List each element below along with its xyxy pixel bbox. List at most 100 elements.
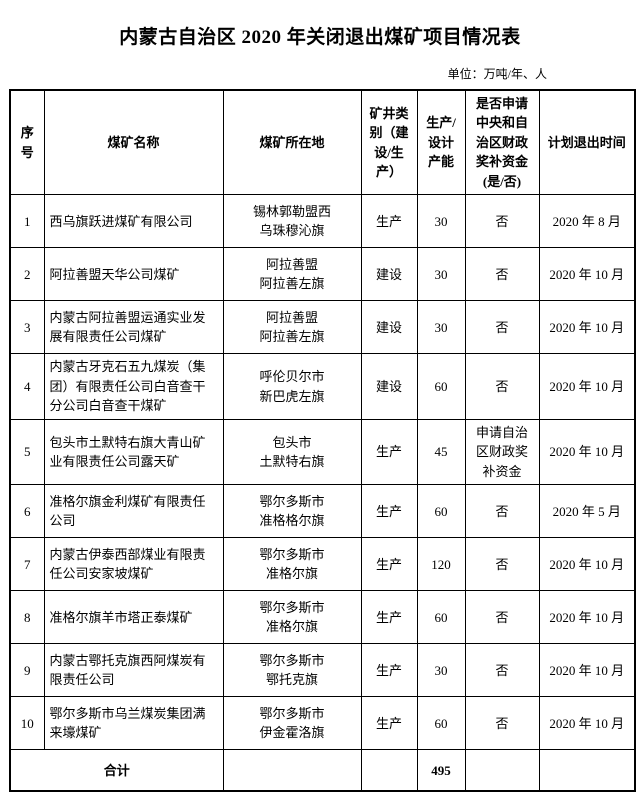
cell-subsidy: 申请自治 区财政奖 补资金 — [464, 418, 540, 486]
cell-location: 鄂尔多斯市 准格尔旗 — [222, 590, 362, 645]
cell-capacity: 30 — [416, 194, 466, 249]
cell-category: 生产 — [360, 590, 418, 645]
cell-capacity: 60 — [416, 484, 466, 539]
cell-name: 阿拉善盟天华公司煤矿 — [43, 247, 224, 302]
column-header-subsidy: 是否申请 中央和自 治区财政 奖补资金 (是/否) — [464, 89, 540, 196]
total-cell-capacity: 495 — [416, 749, 466, 792]
cell-category: 建设 — [360, 300, 418, 355]
cell-capacity: 30 — [416, 247, 466, 302]
table-row: 7 内蒙古伊泰西部煤业有限责任公司安家坡煤矿 鄂尔多斯市 准格尔旗 生产 120 否 202… — [9, 537, 636, 592]
total-cell-location — [222, 749, 362, 792]
cell-subsidy: 否 — [464, 537, 540, 592]
unit-note: 单位：万吨/年、人 — [447, 66, 547, 81]
total-cell-category — [360, 749, 418, 792]
cell-index: 9 — [9, 643, 45, 698]
cell-name: 内蒙古鄂托克旗西阿煤炭有限责任公司 — [43, 643, 224, 698]
total-row: 合计 495 — [9, 749, 636, 792]
cell-name: 包头市土默特右旗大青山矿业有限责任公司露天矿 — [43, 418, 224, 486]
total-label: 合计 — [9, 749, 224, 792]
cell-name: 内蒙古牙克石五九煤炭（集团）有限责任公司白音查干分公司白音查干煤矿 — [43, 353, 224, 420]
cell-index: 3 — [9, 300, 45, 355]
cell-location: 呼伦贝尔市 新巴虎左旗 — [222, 353, 362, 420]
total-cell-exit_time — [538, 749, 636, 792]
cell-index: 8 — [9, 590, 45, 645]
table-row: 6 准格尔旗金利煤矿有限责任公司 鄂尔多斯市 准格格尔旗 生产 60 否 2020 年 5 … — [9, 484, 636, 539]
cell-subsidy: 否 — [464, 643, 540, 698]
cell-name: 鄂尔多斯市乌兰煤炭集团满来壕煤矿 — [43, 696, 224, 751]
page-title: 内蒙古自治区 2020 年关闭退出煤矿项目情况表 — [119, 27, 521, 48]
cell-name: 西乌旗跃进煤矿有限公司 — [43, 194, 224, 249]
cell-capacity: 120 — [416, 537, 466, 592]
column-header-exit_time: 计划退出时间 — [538, 89, 636, 196]
cell-location: 包头市 土默特右旗 — [222, 418, 362, 486]
cell-index: 5 — [9, 418, 45, 486]
total-cell-subsidy — [464, 749, 540, 792]
cell-exit_time: 2020 年 10 月 — [538, 353, 636, 420]
cell-location: 鄂尔多斯市 伊金霍洛旗 — [222, 696, 362, 751]
coal-mine-table: 序号 煤矿名称 煤矿所在地 矿井类 别（建 设/生 产） 生产/ 设计 产能 是否申请 中… — [9, 88, 636, 792]
cell-exit_time: 2020 年 10 月 — [538, 643, 636, 698]
cell-capacity: 60 — [416, 590, 466, 645]
cell-subsidy: 否 — [464, 300, 540, 355]
cell-location: 阿拉善盟 阿拉善左旗 — [222, 300, 362, 355]
cell-exit_time: 2020 年 8 月 — [538, 194, 636, 249]
cell-subsidy: 否 — [464, 484, 540, 539]
table-row: 9 内蒙古鄂托克旗西阿煤炭有限责任公司 鄂尔多斯市 鄂托克旗 生产 30 否 2020 年 … — [9, 643, 636, 698]
cell-index: 1 — [9, 194, 45, 249]
cell-index: 4 — [9, 353, 45, 420]
column-header-index: 序号 — [9, 89, 45, 196]
cell-name: 准格尔旗羊市塔正泰煤矿 — [43, 590, 224, 645]
cell-index: 6 — [9, 484, 45, 539]
cell-category: 生产 — [360, 484, 418, 539]
cell-name: 内蒙古阿拉善盟运通实业发展有限责任公司煤矿 — [43, 300, 224, 355]
cell-name: 内蒙古伊泰西部煤业有限责任公司安家坡煤矿 — [43, 537, 224, 592]
cell-location: 鄂尔多斯市 准格格尔旗 — [222, 484, 362, 539]
cell-category: 生产 — [360, 643, 418, 698]
cell-location: 阿拉善盟 阿拉善左旗 — [222, 247, 362, 302]
cell-name: 准格尔旗金利煤矿有限责任公司 — [43, 484, 224, 539]
cell-category: 生产 — [360, 418, 418, 486]
cell-capacity: 60 — [416, 353, 466, 420]
cell-subsidy: 否 — [464, 353, 540, 420]
cell-category: 生产 — [360, 696, 418, 751]
column-header-name: 煤矿名称 — [43, 89, 224, 196]
cell-subsidy: 否 — [464, 590, 540, 645]
cell-exit_time: 2020 年 10 月 — [538, 537, 636, 592]
cell-subsidy: 否 — [464, 696, 540, 751]
table-row: 1 西乌旗跃进煤矿有限公司 锡林郭勒盟西 乌珠穆沁旗 生产 30 否 2020 年 8 月 — [9, 194, 636, 249]
table-header: 序号 煤矿名称 煤矿所在地 矿井类 别（建 设/生 产） 生产/ 设计 产能 是否申请 中… — [9, 89, 636, 196]
cell-category: 生产 — [360, 537, 418, 592]
cell-location: 锡林郭勒盟西 乌珠穆沁旗 — [222, 194, 362, 249]
cell-index: 7 — [9, 537, 45, 592]
cell-index: 2 — [9, 247, 45, 302]
cell-location: 鄂尔多斯市 鄂托克旗 — [222, 643, 362, 698]
cell-category: 生产 — [360, 194, 418, 249]
cell-index: 10 — [9, 696, 45, 751]
table-row: 4 内蒙古牙克石五九煤炭（集团）有限责任公司白音查干分公司白音查干煤矿 呼伦贝尔市 … — [9, 353, 636, 420]
cell-capacity: 30 — [416, 643, 466, 698]
cell-exit_time: 2020 年 10 月 — [538, 696, 636, 751]
cell-subsidy: 否 — [464, 247, 540, 302]
cell-exit_time: 2020 年 10 月 — [538, 590, 636, 645]
column-header-location: 煤矿所在地 — [222, 89, 362, 196]
cell-capacity: 60 — [416, 696, 466, 751]
table-row: 3 内蒙古阿拉善盟运通实业发展有限责任公司煤矿 阿拉善盟 阿拉善左旗 建设 30 否 202… — [9, 300, 636, 355]
cell-category: 建设 — [360, 247, 418, 302]
cell-capacity: 45 — [416, 418, 466, 486]
table-row: 10 鄂尔多斯市乌兰煤炭集团满来壕煤矿 鄂尔多斯市 伊金霍洛旗 生产 60 否 2020 年… — [9, 696, 636, 751]
cell-location: 鄂尔多斯市 准格尔旗 — [222, 537, 362, 592]
cell-exit_time: 2020 年 10 月 — [538, 300, 636, 355]
table-row: 2 阿拉善盟天华公司煤矿 阿拉善盟 阿拉善左旗 建设 30 否 2020 年 10 月 — [9, 247, 636, 302]
cell-subsidy: 否 — [464, 194, 540, 249]
cell-exit_time: 2020 年 10 月 — [538, 418, 636, 486]
table-row: 8 准格尔旗羊市塔正泰煤矿 鄂尔多斯市 准格尔旗 生产 60 否 2020 年 10 月 — [9, 590, 636, 645]
cell-exit_time: 2020 年 10 月 — [538, 247, 636, 302]
column-header-category: 矿井类 别（建 设/生 产） — [360, 89, 418, 196]
cell-capacity: 30 — [416, 300, 466, 355]
header-row: 序号 煤矿名称 煤矿所在地 矿井类 别（建 设/生 产） 生产/ 设计 产能 是否申请 中… — [9, 89, 636, 196]
column-header-capacity: 生产/ 设计 产能 — [416, 89, 466, 196]
cell-exit_time: 2020 年 5 月 — [538, 484, 636, 539]
cell-category: 建设 — [360, 353, 418, 420]
table-row: 5 包头市土默特右旗大青山矿业有限责任公司露天矿 包头市 土默特右旗 生产 45 申请自治… — [9, 418, 636, 486]
